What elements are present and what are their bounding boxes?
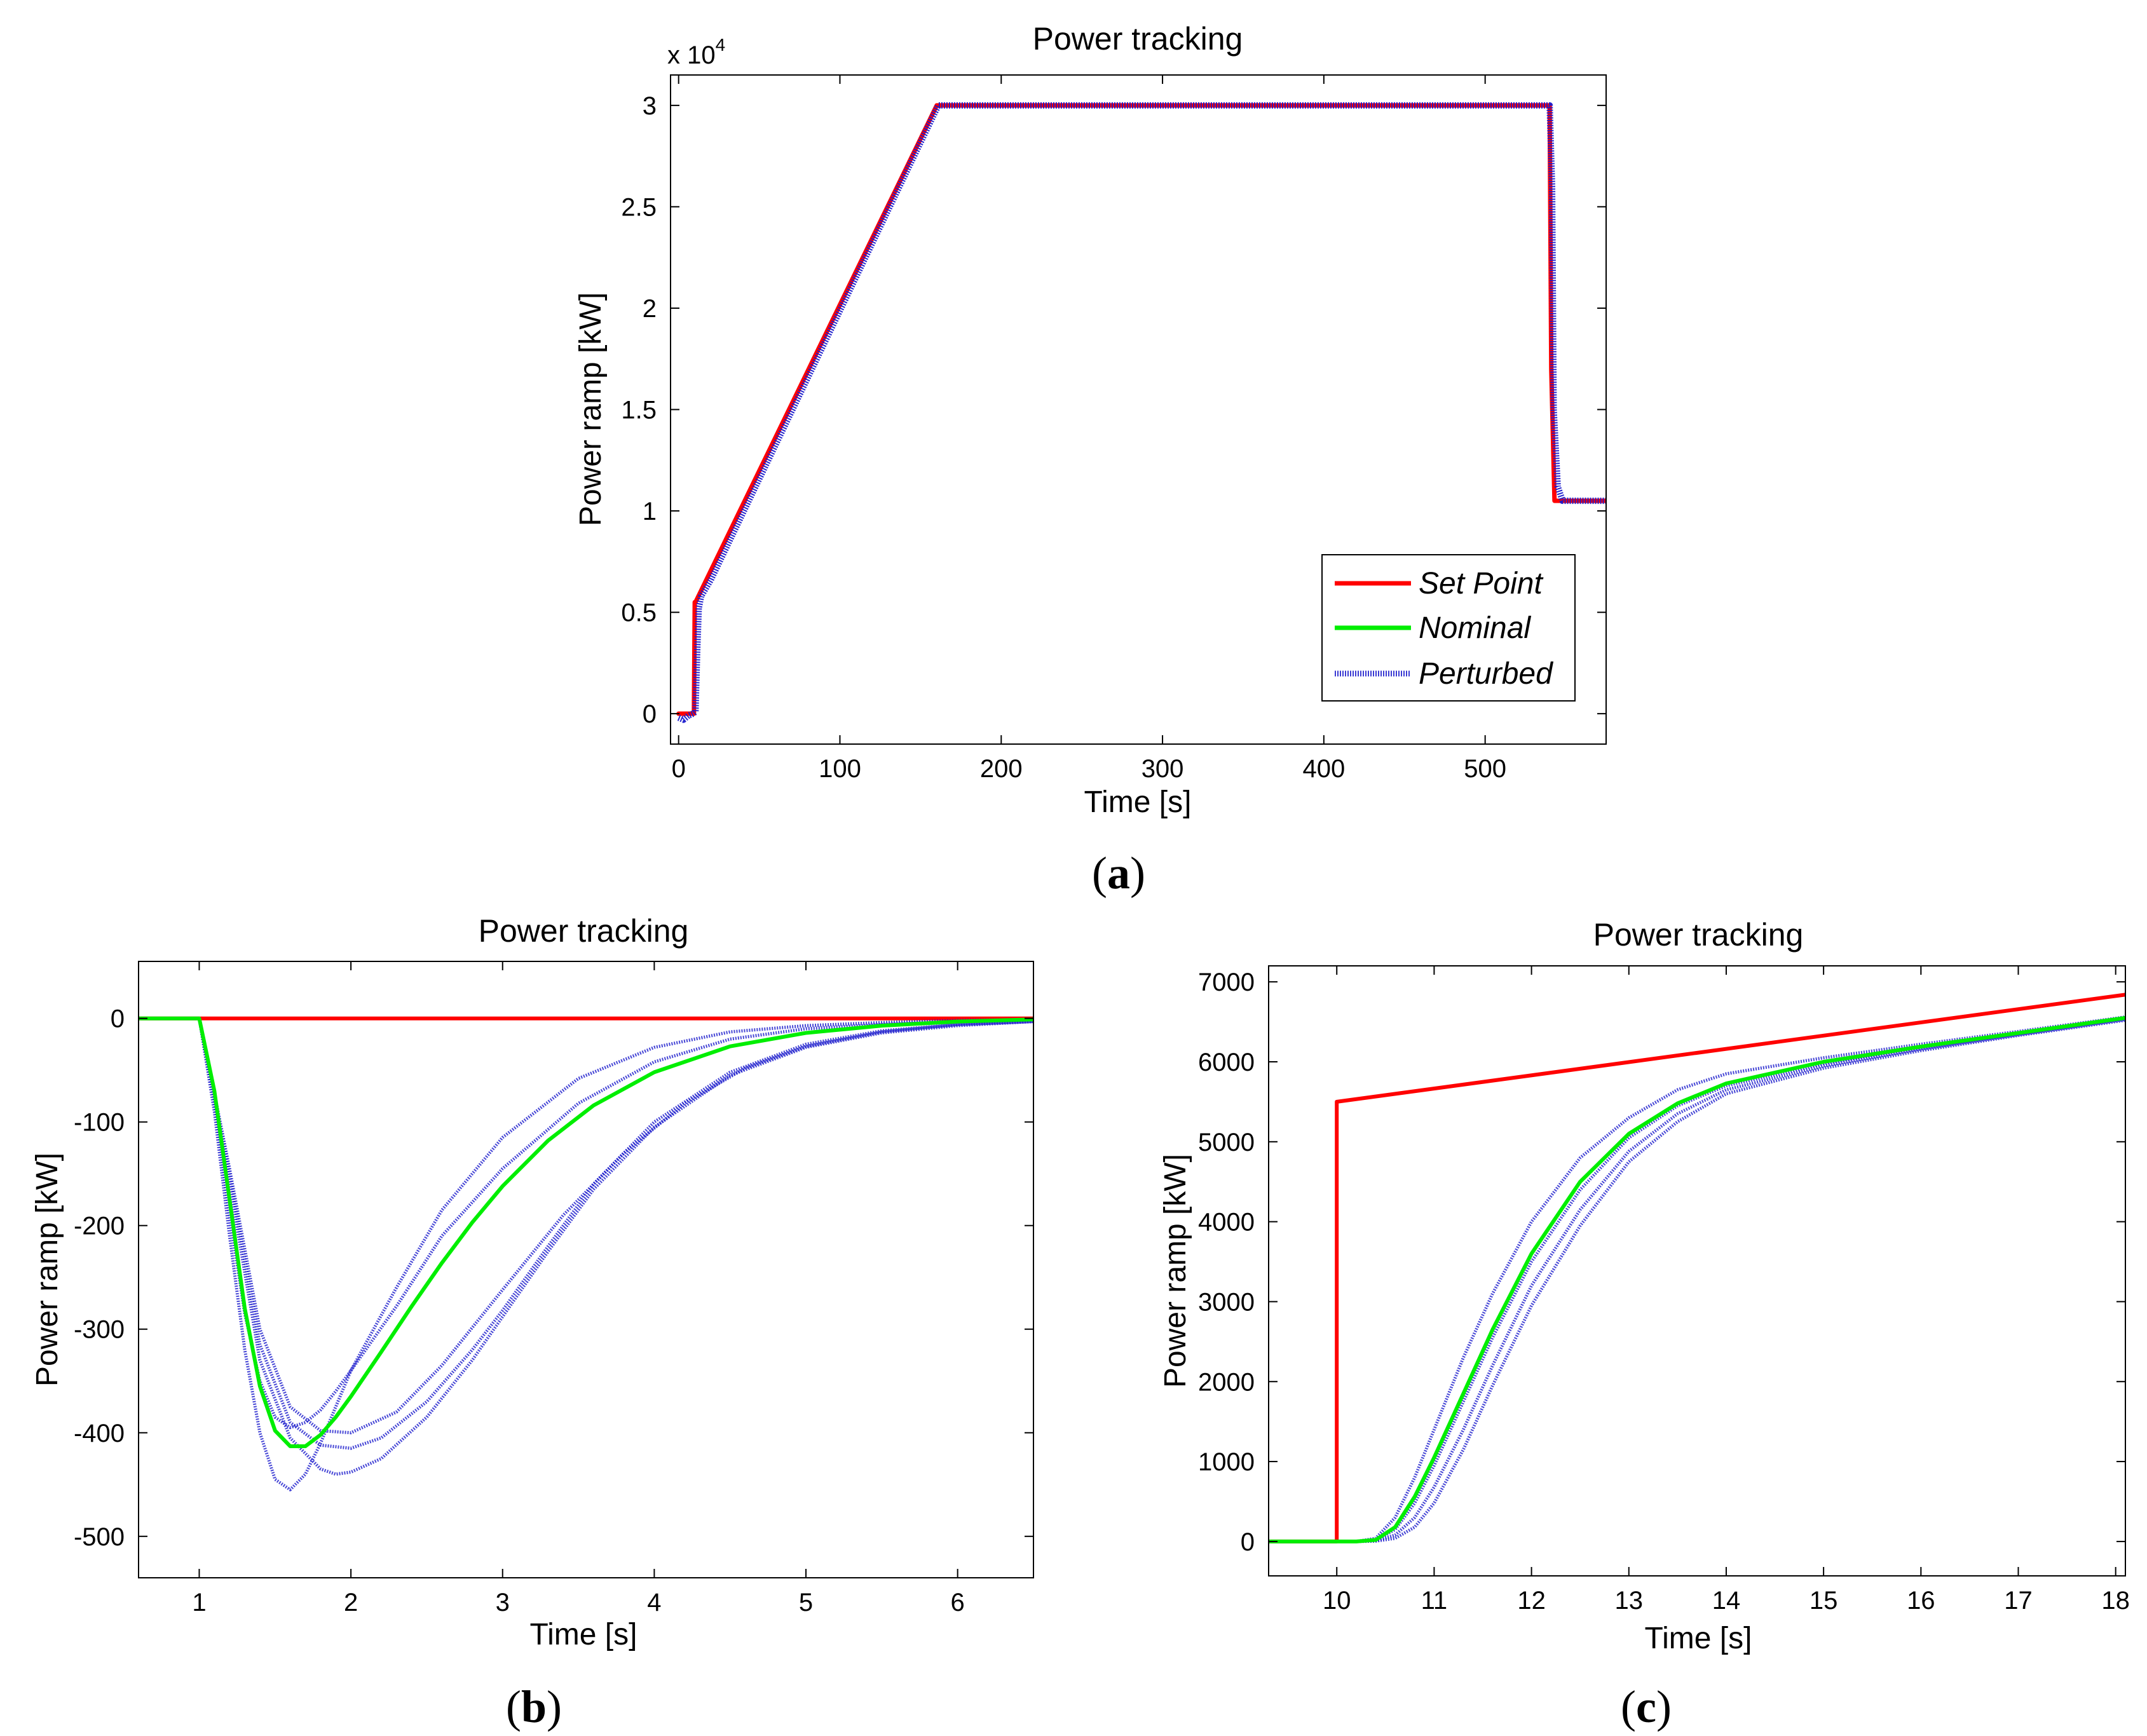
chart-c-caption: (c) (1621, 1681, 1672, 1732)
chart-b-axes-box (138, 961, 1034, 1578)
xtick-label: 6 (951, 1589, 965, 1617)
legend-label-setpoint: Set Point (1419, 567, 1543, 600)
ytick-label: -200 (74, 1212, 125, 1240)
chart-b-xtick-labels: 1 2 3 4 5 6 (192, 1589, 964, 1617)
ytick-label: 1 (643, 498, 657, 526)
series-nominal-line (1269, 1015, 2125, 1543)
chart-a-xlabel: Time [s] (1084, 785, 1192, 819)
ytick-label: 0.5 (621, 599, 657, 627)
ytick-label: 4000 (1198, 1209, 1255, 1237)
series-perturbed-line (1269, 1017, 2125, 1543)
ytick-label: 1.5 (621, 397, 657, 424)
xtick-label: 200 (980, 755, 1023, 783)
chart-b-caption: (b) (506, 1681, 562, 1732)
series-perturbed-line (1269, 1019, 2125, 1543)
ytick-label: 1000 (1198, 1448, 1255, 1476)
xtick-label: 14 (1712, 1587, 1741, 1615)
xtick-label: 13 (1615, 1587, 1644, 1615)
chart-a-title: Power tracking (1033, 21, 1243, 57)
series-perturbed-line (677, 102, 1606, 723)
series-perturbed-line (139, 1017, 1033, 1476)
ytick-label: -500 (74, 1523, 125, 1551)
chart-a-axes-box (670, 74, 1607, 745)
series-perturbed-line (139, 1017, 1033, 1450)
xtick-label: 5 (799, 1589, 813, 1617)
chart-c-xlabel: Time [s] (1645, 1622, 1752, 1655)
series-perturbed-line (139, 1017, 1033, 1435)
xtick-label: 500 (1464, 755, 1506, 783)
chart-c-xtick-labels: 10 11 12 13 14 15 16 17 18 (1323, 1587, 2130, 1615)
ytick-label: 2 (643, 295, 657, 323)
legend-label-nominal: Nominal (1419, 611, 1531, 645)
xtick-label: 0 (672, 755, 686, 783)
chart-c-series (1269, 993, 2125, 1543)
xtick-label: 18 (2101, 1587, 2130, 1615)
chart-a-tick-marks (671, 75, 1606, 744)
chart-a-xtick-labels: 0 100 200 300 400 500 (672, 755, 1506, 783)
chart-b-title: Power tracking (479, 913, 689, 949)
xtick-label: 2 (344, 1589, 358, 1617)
chart-a-ylabel: Power ramp [kW] (574, 292, 608, 526)
chart-b-ytick-labels: 0 -100 -200 -300 -400 -500 (74, 1005, 125, 1551)
legend-label-perturbed: Perturbed (1419, 657, 1553, 691)
xtick-label: 11 (1421, 1587, 1448, 1615)
chart-a-series (676, 102, 1606, 723)
ytick-label: 0 (1241, 1528, 1255, 1556)
series-perturbed-line (1269, 1015, 2125, 1543)
xtick-label: 400 (1302, 755, 1345, 783)
ytick-label: 2.5 (621, 193, 657, 221)
ytick-label: 2000 (1198, 1368, 1255, 1396)
xtick-label: 1 (192, 1589, 206, 1617)
chart-c-ylabel: Power ramp [kW] (1159, 1154, 1192, 1388)
chart-b-tick-marks (139, 961, 1033, 1578)
chart-c-tick-marks (1269, 966, 2125, 1576)
ytick-label: -300 (74, 1316, 125, 1344)
series-perturbed-line (139, 1017, 1033, 1430)
xtick-label: 15 (1810, 1587, 1838, 1615)
chart-b-ylabel: Power ramp [kW] (31, 1153, 64, 1387)
ytick-label: 0 (643, 700, 657, 728)
chart-b-xlabel: Time [s] (530, 1618, 637, 1651)
chart-b: Power tracking 0 -100 -200 -300 -400 -500 1 2 3… (31, 913, 1034, 1732)
ytick-label: 7000 (1198, 968, 1255, 996)
series-setpoint-line (676, 103, 1606, 716)
chart-a-exponent: x 104 (667, 35, 725, 69)
xtick-label: 100 (819, 755, 861, 783)
chart-c-axes-box (1268, 965, 2126, 1577)
ytick-label: -100 (74, 1109, 125, 1137)
xtick-label: 12 (1517, 1587, 1546, 1615)
series-nominal-line (139, 1016, 1033, 1448)
chart-a-caption: (a) (1092, 848, 1145, 899)
ytick-label: 5000 (1198, 1129, 1255, 1156)
ytick-label: 3 (643, 92, 657, 120)
chart-c: Power tracking 0 1000 2000 3000 4000 5000 6000… (1159, 917, 2130, 1732)
chart-c-title: Power tracking (1593, 917, 1804, 953)
ytick-label: -400 (74, 1420, 125, 1448)
xtick-label: 17 (2004, 1587, 2033, 1615)
series-setpoint-line (1269, 993, 2125, 1543)
ytick-label: 3000 (1198, 1288, 1255, 1316)
chart-a-legend: Set Point Nominal Perturbed (1321, 554, 1576, 702)
chart-b-series (139, 1016, 1033, 1491)
xtick-label: 10 (1323, 1587, 1351, 1615)
chart-a-ytick-labels: 0 0.5 1 1.5 2 2.5 3 (621, 92, 657, 728)
chart-a: Power tracking x 104 0 0.5 1 1.5 2 2.5 3 0 100 2… (574, 21, 1607, 899)
ytick-label: 6000 (1198, 1048, 1255, 1076)
ytick-label: 0 (111, 1005, 125, 1033)
xtick-label: 4 (647, 1589, 661, 1617)
xtick-label: 300 (1142, 755, 1184, 783)
xtick-label: 3 (496, 1589, 510, 1617)
chart-c-ytick-labels: 0 1000 2000 3000 4000 5000 6000 7000 (1198, 968, 1255, 1556)
xtick-label: 16 (1907, 1587, 1935, 1615)
